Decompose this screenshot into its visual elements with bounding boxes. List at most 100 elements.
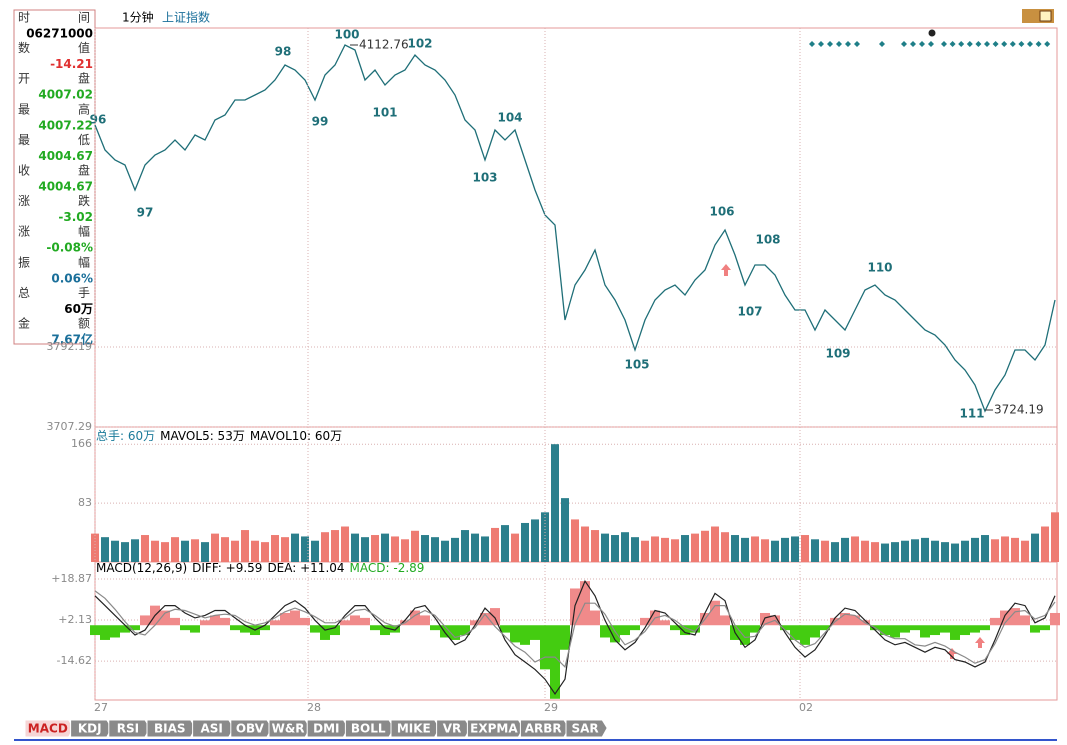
tab[interactable]: MIKE [390, 719, 441, 738]
tab-label[interactable]: RSI [117, 722, 139, 736]
tab-label[interactable]: MACD [28, 722, 68, 736]
macd-bar [420, 615, 430, 626]
tab[interactable]: BOLL [344, 719, 395, 738]
macd-bar [490, 608, 500, 626]
tab[interactable]: SAR [565, 719, 608, 738]
wave-label: 97 [137, 206, 154, 220]
volume-bar [341, 526, 349, 562]
macd-bar [520, 625, 530, 645]
wave-label: 99 [312, 115, 329, 129]
volume-bar [431, 537, 439, 562]
info-value: 7.67亿 [51, 332, 93, 347]
volume-bar [1001, 536, 1009, 562]
macd-bar [890, 625, 900, 638]
tab-shape[interactable] [565, 719, 608, 738]
volume-bar [1021, 540, 1029, 562]
tab-label[interactable]: BOLL [351, 722, 386, 736]
tab[interactable]: ASI [192, 719, 235, 738]
wave-label: 103 [472, 171, 497, 185]
volume-bar [391, 536, 399, 562]
macd-bar [1030, 625, 1040, 633]
tab-label[interactable]: MIKE [397, 722, 431, 736]
macd-bar [290, 610, 300, 626]
volume-bar [1041, 526, 1049, 562]
index-name: 上证指数 [162, 10, 210, 25]
tab-label[interactable]: EXPMA [470, 722, 518, 736]
volume-bar [871, 542, 879, 562]
tab-label[interactable]: DMI [313, 722, 339, 736]
status-dot [836, 41, 842, 47]
tab-label[interactable]: W&R [272, 722, 305, 736]
macd-bar [740, 625, 750, 645]
volume-bar [211, 533, 219, 562]
volume-bar [371, 535, 379, 562]
macd-bar [130, 625, 140, 631]
volume-bar [711, 526, 719, 562]
macd-bar [380, 625, 390, 636]
macd-bar [390, 625, 400, 633]
macd-bar [370, 625, 380, 631]
tab-label[interactable]: SAR [572, 722, 599, 736]
volume-bar [791, 536, 799, 562]
tab-label[interactable]: KDJ [78, 722, 102, 736]
info-value: -14.21 [50, 57, 93, 71]
title-part: MACD(12,26,9) [96, 561, 187, 575]
status-dot [1027, 41, 1033, 47]
volume-bar [511, 533, 519, 562]
wave-label: 105 [624, 358, 649, 372]
tab[interactable]: KDJ [70, 719, 113, 738]
macd-bar [180, 625, 190, 631]
volume-bar [521, 522, 529, 562]
status-dot [1018, 41, 1025, 47]
info-value: 4007.02 [38, 88, 93, 102]
volume-bar [671, 539, 679, 562]
tab[interactable]: DMI [306, 719, 349, 738]
panel-title: MACD(12,26,9) DIFF: +9.59 DEA: +11.04 MACD:… [96, 561, 424, 575]
macd-bar [660, 620, 670, 626]
status-dot [879, 41, 885, 47]
status-dot [1009, 41, 1016, 47]
volume-bar [151, 540, 159, 562]
macd-bar [450, 625, 460, 640]
tab-label[interactable]: ASI [200, 722, 222, 736]
volume-bar [191, 539, 199, 562]
volume-bar [981, 535, 989, 562]
volume-bar [601, 533, 609, 562]
macd-bar [320, 625, 330, 640]
volume-bar [261, 542, 269, 562]
wave-label: 98 [275, 45, 292, 59]
macd-bar [820, 625, 830, 631]
tab[interactable]: RSI [108, 719, 151, 738]
status-dot [845, 41, 851, 47]
tab-label[interactable]: VR [443, 722, 462, 736]
volume-bar [941, 542, 949, 562]
macd-bar [540, 625, 550, 670]
macd-bar [330, 625, 340, 636]
tab[interactable]: MACD [24, 719, 75, 738]
volume-bar [461, 530, 469, 562]
tab-label[interactable]: BIAS [154, 722, 186, 736]
tab[interactable]: EXPMA [466, 719, 524, 738]
tab-label[interactable]: OBV [236, 722, 265, 736]
volume-bar [631, 537, 639, 562]
tab-label[interactable]: ARBR [525, 722, 562, 736]
period: 1分钟 [122, 10, 154, 25]
volume-bar [451, 537, 459, 562]
x-tick-label: 29 [544, 701, 558, 714]
volume-bar [821, 540, 829, 562]
macd-bar [470, 620, 480, 626]
tab[interactable]: OBV [230, 719, 273, 738]
macd-bar [790, 625, 800, 640]
wave-label: 109 [825, 347, 850, 361]
tab[interactable]: W&R [268, 719, 311, 738]
toolbar-icon[interactable] [1039, 10, 1052, 22]
volume-bar [861, 540, 869, 562]
macd-bar [710, 600, 720, 626]
volume-bar [931, 540, 939, 562]
macd-bar [850, 615, 860, 626]
tab[interactable]: VR [436, 719, 471, 738]
macd-bar [230, 625, 240, 631]
tab[interactable]: ARBR [519, 719, 570, 738]
macd-bar [630, 625, 640, 631]
tab[interactable]: BIAS [146, 719, 197, 738]
